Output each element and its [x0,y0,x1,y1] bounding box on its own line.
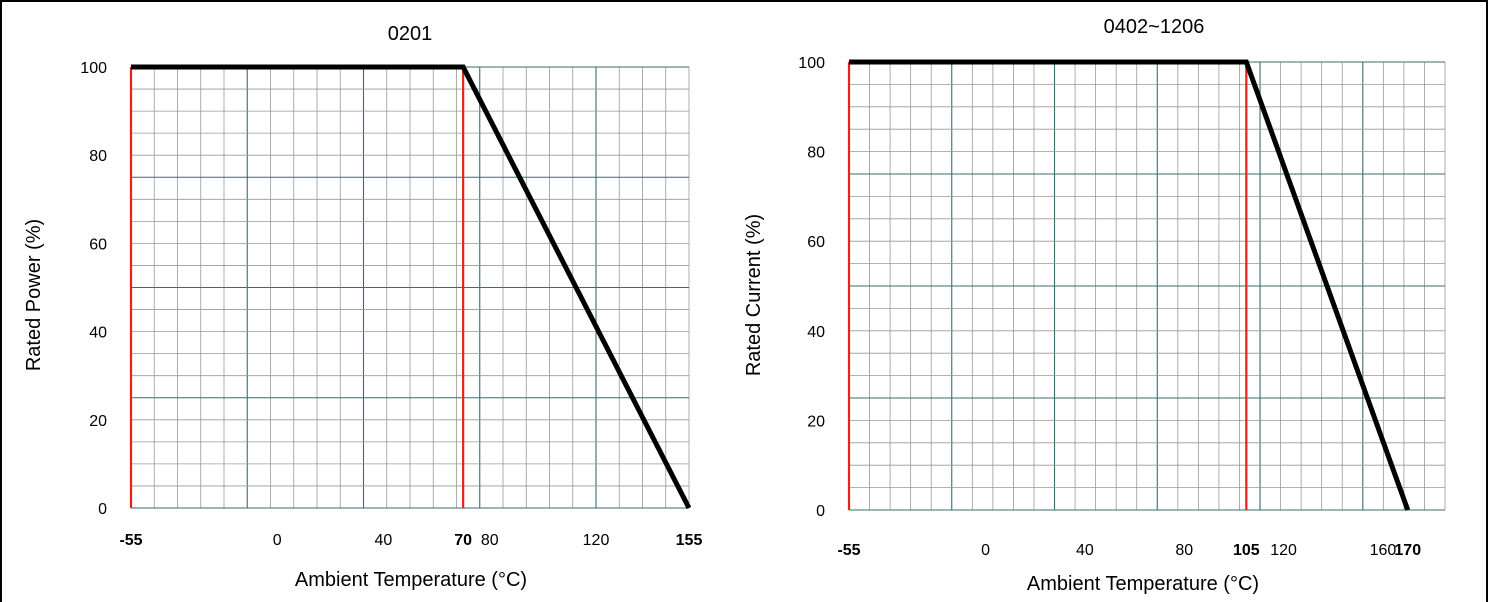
x-tick-label: 0 [981,542,990,559]
y-tick-label: 0 [816,503,825,520]
y-tick-label: 40 [807,324,825,341]
y-tick-label: 20 [807,413,825,430]
x-tick-label: 80 [481,532,499,549]
y-tick-label: 80 [89,148,107,165]
derating-curve [131,64,692,510]
x-tick-label: 80 [1175,542,1193,559]
x-tick-label: 155 [676,532,703,549]
y-axis-label: Rated Current (%) [744,214,765,376]
x-tick-label: 120 [1270,542,1297,559]
derating-curve [849,59,1411,511]
y-tick-label: 100 [798,55,825,72]
x-tick-label: 40 [375,532,393,549]
x-tick-label: 105 [1233,542,1260,559]
y-tick-label: 20 [89,413,107,430]
chart-0201: 0 20 40 60 80 100 -55 0 40 70 80 120 155 0201 Ambient … [23,23,703,591]
y-tick-label: 80 [807,145,825,162]
y-tick-label: 40 [89,325,107,342]
y-tick-label: 100 [80,60,107,77]
x-axis-label: Ambient Temperature (°C) [295,569,527,591]
y-axis-label: Rated Power (%) [23,219,45,371]
x-tick-label: -55 [837,542,860,559]
x-tick-label: 120 [583,532,610,549]
y-tick-label: 0 [98,501,107,518]
x-axis-label: Ambient Temperature (°C) [1027,573,1259,595]
chart-title: 0201 [388,23,433,45]
y-tick-label: 60 [89,236,107,253]
x-tick-label: 70 [454,532,472,549]
x-tick-label: -55 [119,532,142,549]
chart-title: 0402~1206 [1104,16,1205,38]
y-tick-label: 60 [807,234,825,251]
x-tick-label: 40 [1076,542,1094,559]
x-tick-label: 170 [1394,542,1421,559]
x-tick-label: 0 [273,532,282,549]
x-tick-label: 160 [1370,542,1397,559]
